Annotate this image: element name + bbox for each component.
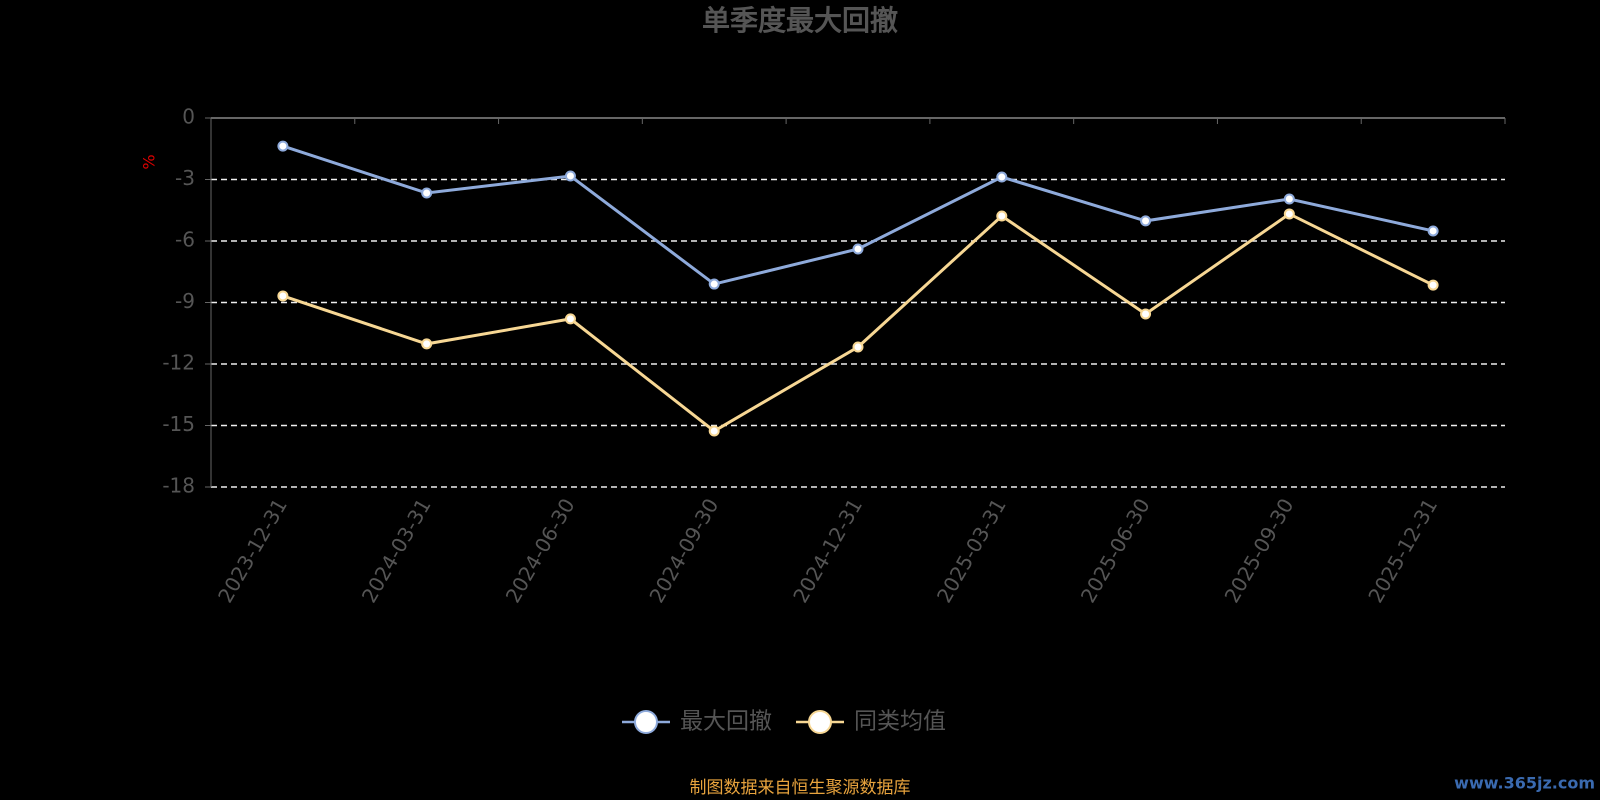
point	[564, 170, 576, 182]
point	[1427, 225, 1439, 237]
y-tick-label: -18	[162, 474, 195, 498]
legend-marker	[634, 710, 658, 734]
y-tick-label: -9	[175, 289, 195, 313]
watermark: www.365jz.com	[1454, 774, 1595, 793]
point	[708, 278, 720, 290]
y-tick-label: -12	[162, 351, 195, 375]
point	[1283, 193, 1295, 205]
point	[564, 313, 576, 325]
point	[421, 187, 433, 199]
point	[277, 290, 289, 302]
point	[1283, 208, 1295, 220]
y-axis-label: %	[140, 154, 159, 169]
legend-label: 最大回撤	[680, 709, 772, 735]
point	[1140, 308, 1152, 320]
y-tick-label: -3	[175, 166, 195, 190]
point	[996, 210, 1008, 222]
y-tick-label: -6	[175, 228, 195, 252]
point	[996, 171, 1008, 183]
point	[852, 341, 864, 353]
source-note: 制图数据来自恒生聚源数据库	[690, 778, 911, 798]
chart-title: 单季度最大回撤	[702, 4, 898, 37]
point	[421, 338, 433, 350]
y-tick-label: 0	[182, 105, 195, 129]
legend-marker	[808, 710, 832, 734]
point	[708, 425, 720, 437]
point	[277, 140, 289, 152]
point	[1427, 279, 1439, 291]
legend-label: 同类均值	[854, 709, 946, 735]
point	[1140, 215, 1152, 227]
point	[852, 243, 864, 255]
y-tick-label: -15	[162, 412, 195, 436]
